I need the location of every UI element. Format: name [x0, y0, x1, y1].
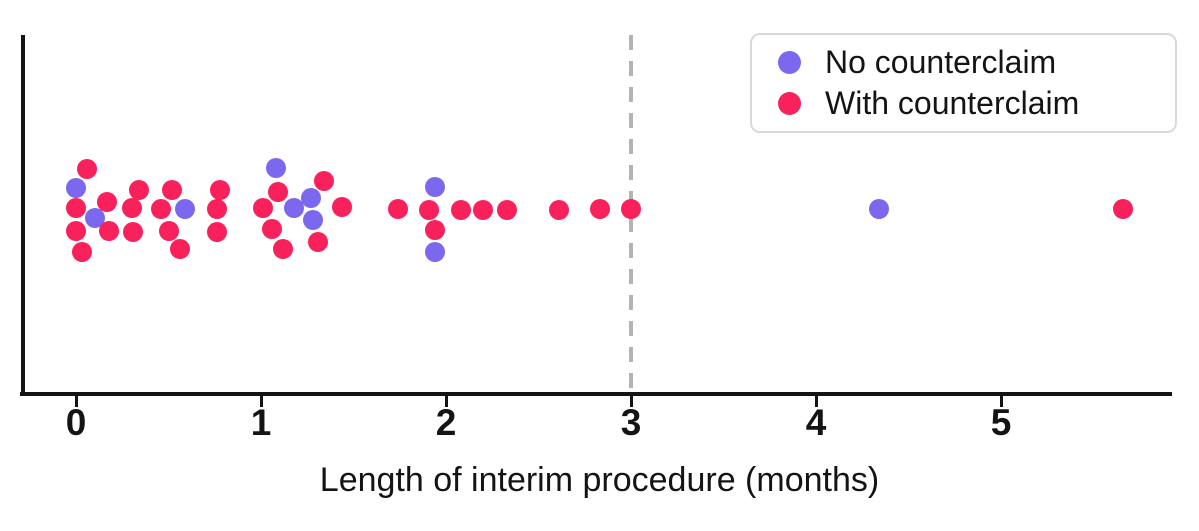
tick-label: 4	[805, 402, 827, 443]
tick-label: 3	[620, 402, 642, 443]
data-point	[300, 188, 321, 208]
data-point	[151, 199, 172, 219]
data-point	[210, 180, 231, 200]
data-point	[589, 199, 610, 219]
data-point	[66, 198, 86, 218]
data-point	[450, 200, 471, 220]
data-point	[424, 220, 445, 240]
with-counterclaim-marker-icon	[778, 92, 801, 116]
tick-label: 2	[435, 402, 457, 443]
data-point	[66, 221, 86, 241]
legend-label: With counterclaim	[825, 85, 1080, 122]
tick-mark	[814, 396, 818, 407]
data-point	[123, 222, 144, 242]
legend: No counterclaim With counterclaim	[750, 33, 1177, 133]
data-point	[302, 210, 323, 230]
data-point	[424, 242, 445, 262]
tick-mark	[999, 396, 1003, 407]
data-point	[84, 208, 105, 228]
data-point	[206, 199, 227, 219]
data-point	[868, 199, 889, 219]
data-point	[169, 239, 190, 259]
no-counterclaim-marker-icon	[778, 50, 801, 74]
data-point	[332, 197, 353, 217]
y-axis-line	[21, 35, 25, 396]
tick-mark	[74, 396, 78, 407]
data-point	[66, 178, 86, 198]
data-point	[262, 219, 283, 239]
data-point	[252, 198, 273, 218]
data-point	[284, 198, 305, 218]
x-axis-title: Length of interim procedure (months)	[319, 461, 880, 499]
tick-mark	[629, 396, 633, 407]
data-point	[313, 171, 334, 191]
data-point	[473, 200, 493, 220]
tick-mark	[444, 396, 448, 407]
data-point	[273, 239, 294, 259]
tick-label: 0	[65, 402, 87, 443]
data-point	[308, 232, 329, 252]
data-point	[128, 180, 149, 200]
data-point	[548, 200, 569, 220]
data-point	[265, 158, 286, 178]
x-axis-line	[20, 392, 1172, 396]
data-point	[497, 200, 518, 220]
legend-item-no-counterclaim: No counterclaim	[778, 44, 1175, 81]
data-point	[267, 182, 288, 202]
data-point	[424, 177, 445, 197]
data-point	[77, 159, 98, 179]
legend-item-with-counterclaim: With counterclaim	[778, 85, 1175, 122]
data-point	[1113, 199, 1134, 219]
legend-label: No counterclaim	[825, 43, 1057, 80]
data-point	[621, 199, 641, 219]
tick-label: 5	[990, 402, 1012, 443]
data-point	[158, 221, 179, 241]
tick-label: 1	[250, 402, 272, 443]
data-point	[387, 199, 408, 219]
data-point	[121, 198, 142, 218]
tick-mark	[259, 396, 263, 407]
data-point	[97, 192, 118, 212]
data-point	[419, 200, 440, 220]
data-point	[99, 221, 120, 241]
data-point	[162, 180, 183, 200]
data-point	[206, 222, 227, 242]
data-point	[71, 242, 92, 262]
data-point	[175, 199, 196, 219]
